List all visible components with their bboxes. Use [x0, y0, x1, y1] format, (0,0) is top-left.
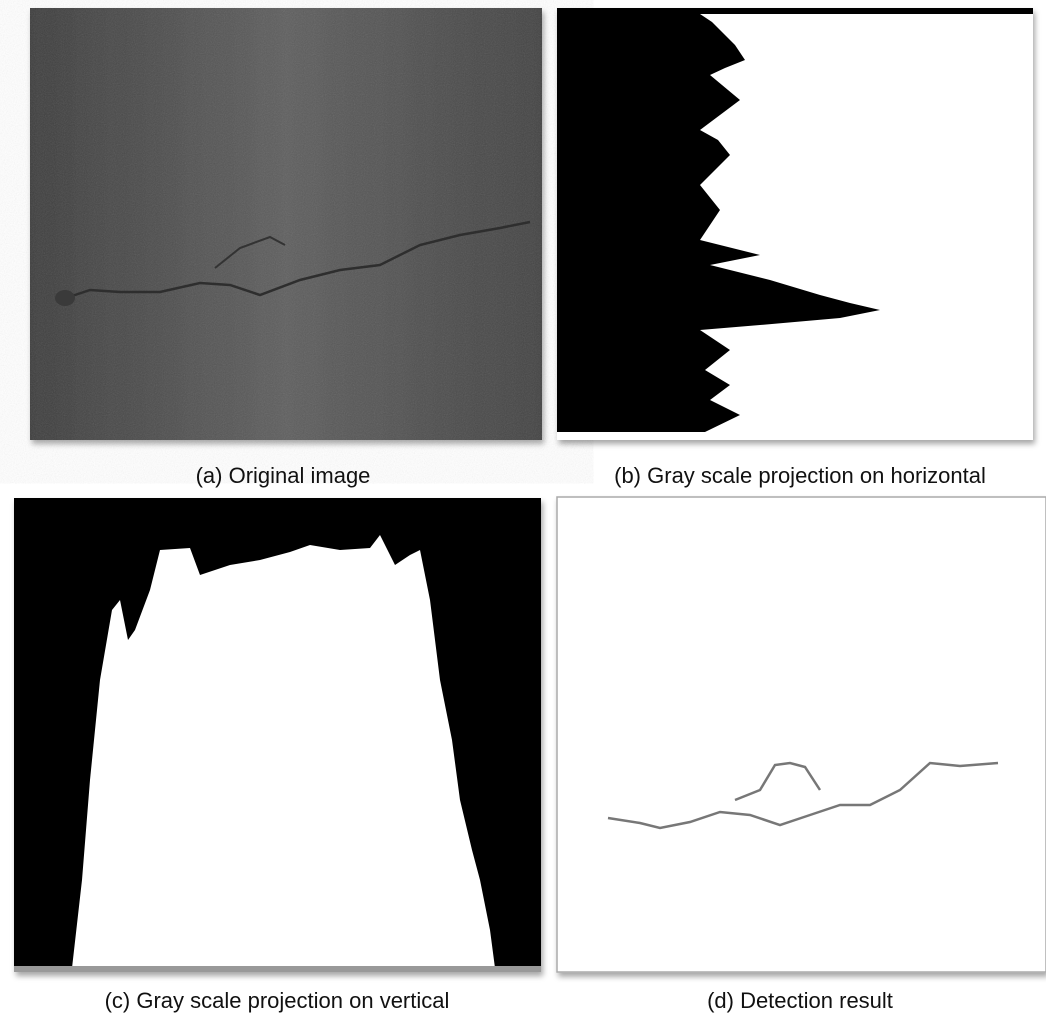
crack-branch	[214, 235, 286, 269]
panel-detection	[556, 496, 1046, 973]
crack	[59, 220, 531, 302]
caption: (c) Gray scale projection on vertical	[105, 988, 450, 1013]
stain	[55, 290, 75, 306]
projection-profile	[557, 8, 1033, 432]
baseline	[14, 966, 541, 972]
detected-crack-branch	[734, 761, 822, 802]
caption: (a) Original image	[196, 463, 371, 488]
detected-crack	[607, 761, 999, 830]
texture	[30, 8, 542, 440]
projection-profile	[72, 535, 495, 968]
caption: (d) Detection result	[707, 988, 893, 1013]
caption: (b) Gray scale projection on horizontal	[614, 463, 986, 488]
